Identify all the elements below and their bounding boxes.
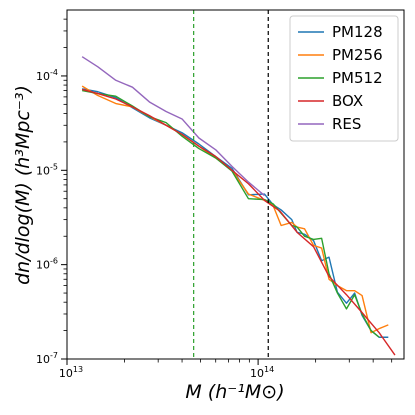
series-lines <box>81 56 396 356</box>
axis-ticks: 1013 1014 10-7 10-6 10-5 10-4 <box>36 18 393 380</box>
y-tick-label: 10-6 <box>36 257 58 272</box>
series-line-box <box>81 88 396 356</box>
reference-lines <box>193 10 269 359</box>
plot-frame <box>66 9 405 360</box>
x-tick-label: 1014 <box>250 365 274 380</box>
series-line-res <box>81 56 265 197</box>
legend: PM128 PM256 PM512 BOX RES <box>289 15 399 142</box>
y-tick-label: 10-5 <box>36 162 58 177</box>
legend-box <box>289 15 399 142</box>
y-tick-label: 10-4 <box>36 68 58 83</box>
legend-label-pm128: PM128 <box>332 23 383 41</box>
x-axis-label: M (h⁻¹M⊙) <box>185 381 284 403</box>
y-tick-label: 10-7 <box>36 351 58 366</box>
x-tick-label: 1013 <box>59 365 83 380</box>
legend-label-box: BOX <box>332 92 363 110</box>
y-axis-label: dn/dlog(M) (h³Mpc⁻³) <box>12 85 34 285</box>
legend-label-pm512: PM512 <box>332 69 383 87</box>
legend-label-pm256: PM256 <box>332 46 383 64</box>
legend-label-res: RES <box>332 115 361 133</box>
